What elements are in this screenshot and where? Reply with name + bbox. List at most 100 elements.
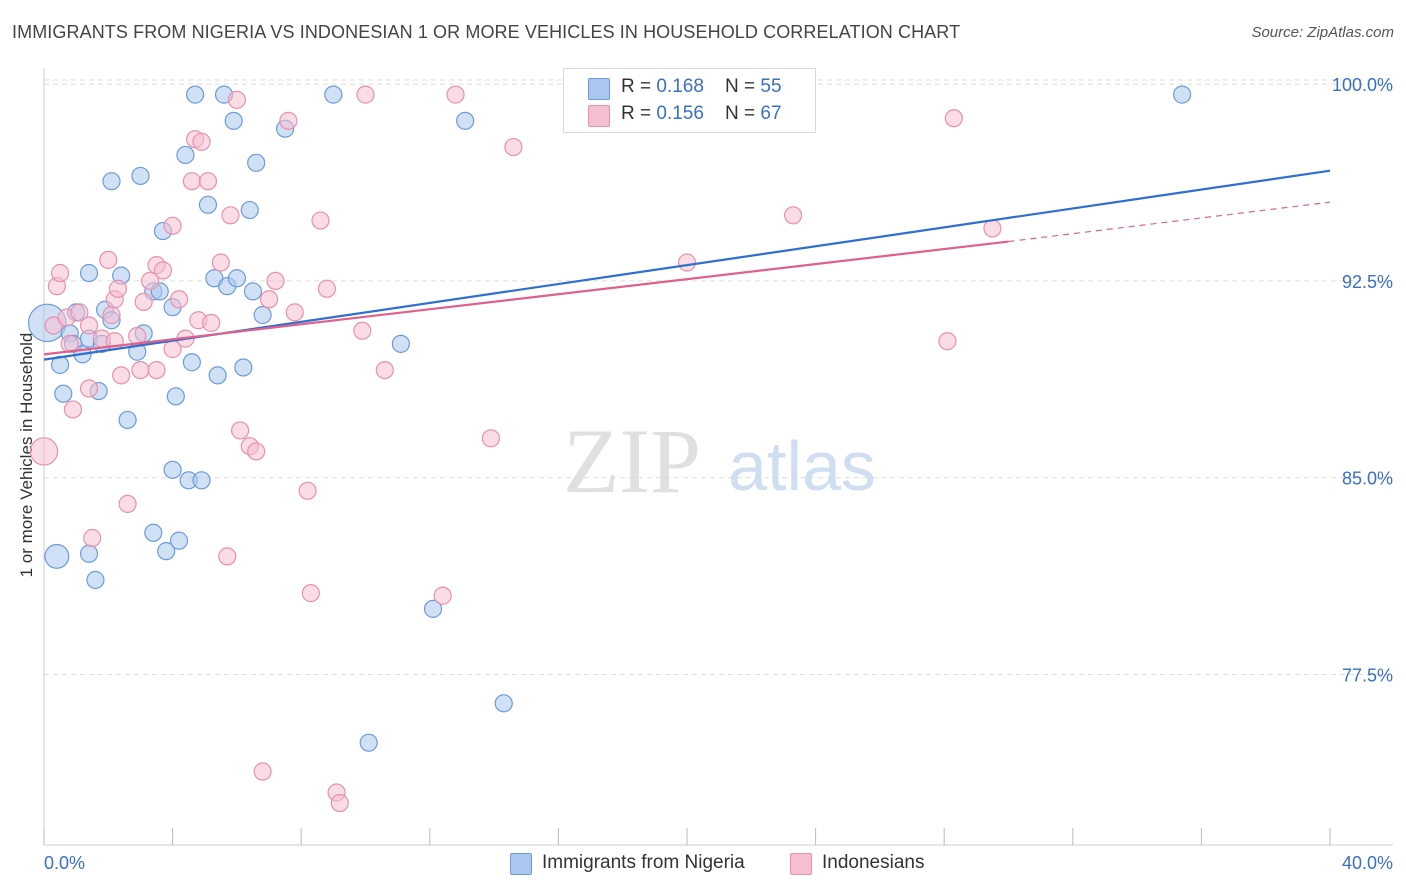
nigeria-point [144, 523, 163, 542]
x-tick-label-min: 0.0% [44, 853, 85, 873]
indonesian-point [311, 211, 330, 230]
indonesian-point [983, 219, 1002, 238]
trend-line-indonesians-extension [1008, 201, 1331, 243]
nigeria-point [44, 543, 70, 569]
indonesian-point [50, 263, 70, 283]
legend-n-value-nigeria: 55 [760, 76, 782, 97]
nigeria-point [359, 733, 378, 752]
indonesian-point [153, 261, 173, 280]
indonesian-point [330, 793, 349, 813]
indonesian-points [29, 85, 1002, 813]
indonesian-point [29, 437, 59, 466]
indonesian-point [231, 421, 250, 440]
indonesian-point [301, 584, 320, 603]
watermark-zip: ZIP [563, 410, 701, 512]
indonesian-point [353, 321, 372, 340]
indonesian-point [944, 109, 963, 128]
x-axis [43, 68, 1393, 846]
indonesian-point [298, 481, 317, 500]
nigeria-point [198, 195, 218, 214]
indonesian-point [70, 303, 89, 322]
legend-n-label: N = [725, 103, 761, 124]
x-tick-label-max: 40.0% [1342, 853, 1393, 873]
trend-lines [43, 169, 1331, 361]
indonesian-point [446, 85, 465, 104]
nigeria-point [391, 334, 410, 353]
indonesian-point [131, 360, 150, 380]
nigeria-point [79, 263, 99, 283]
nigeria-point [243, 282, 263, 301]
indonesian-point [182, 172, 201, 191]
indonesian-point [108, 279, 128, 298]
indonesian-point [938, 332, 957, 351]
indonesian-point [227, 90, 246, 109]
indonesian-point [192, 132, 211, 151]
nigeria-point [102, 172, 121, 191]
indonesian-point [317, 279, 337, 298]
indonesian-point [63, 400, 83, 419]
indonesian-point [375, 360, 394, 380]
nigeria-point [494, 694, 513, 713]
nigeria-point [182, 353, 201, 372]
indonesian-point [102, 305, 121, 325]
y-tick-label: 92.5% [1342, 272, 1393, 292]
indonesian-point [218, 547, 237, 566]
nigeria-point [163, 460, 182, 479]
correlation-legend: R = 0.168 N = 55 R = 0.156 N = 67 [563, 68, 816, 133]
nigeria-point [131, 166, 150, 186]
legend-r-label: R = [621, 103, 657, 124]
nigeria-point [247, 153, 266, 172]
indonesian-point [112, 366, 131, 385]
bottom-legend-swatch-indonesians [790, 853, 812, 875]
indonesian-point [169, 290, 189, 309]
bottom-legend-label-nigeria: Immigrants from Nigeria [542, 852, 745, 873]
indonesian-point [211, 253, 230, 272]
nigeria-point [324, 85, 343, 104]
nigeria-points [27, 85, 1192, 752]
nigeria-point [224, 111, 243, 130]
y-tick-labels: 77.5% 85.0% 92.5% 100.0% [1332, 75, 1393, 685]
nigeria-point [86, 570, 105, 590]
indonesian-point [259, 290, 279, 309]
nigeria-point [79, 544, 99, 563]
grid-lines [44, 79, 1393, 675]
source-label: Source: ZipAtlas.com [1251, 24, 1394, 41]
indonesian-point [783, 206, 803, 225]
indonesian-point [79, 379, 99, 398]
nigeria-point [192, 471, 211, 490]
indonesian-point [677, 253, 697, 272]
indonesian-point [163, 216, 182, 235]
legend-n-value-indonesians: 67 [760, 103, 782, 124]
nigeria-point [169, 531, 189, 550]
nigeria-point [208, 366, 227, 385]
y-tick-label: 100.0% [1332, 75, 1393, 95]
nigeria-point [1173, 85, 1192, 104]
indonesian-point [481, 429, 500, 448]
watermark-atlas: atlas [728, 427, 876, 505]
indonesian-point [356, 85, 375, 104]
indonesian-point [266, 271, 285, 290]
indonesian-point [202, 313, 221, 332]
indonesian-point [83, 528, 102, 548]
indonesian-point [134, 292, 153, 311]
nigeria-point [240, 200, 259, 220]
nigeria-point [54, 384, 73, 403]
nigeria-point [456, 111, 475, 130]
indonesian-point [198, 172, 218, 191]
nigeria-point [186, 85, 205, 104]
indonesian-point [279, 111, 298, 130]
nigeria-point [166, 387, 185, 406]
trend-line-nigeria [43, 169, 1331, 361]
indonesian-point [118, 494, 137, 514]
legend-r-value-nigeria: 0.168 [656, 76, 704, 97]
legend-r-label: R = [621, 76, 657, 97]
indonesian-point [99, 250, 118, 270]
nigeria-point [176, 145, 195, 165]
legend-r-value-indonesians: 0.156 [656, 103, 704, 124]
indonesian-point [147, 360, 166, 380]
indonesian-point [79, 316, 99, 335]
indonesian-point [247, 442, 266, 461]
legend-swatch-nigeria [588, 78, 610, 100]
nigeria-point [234, 358, 253, 377]
